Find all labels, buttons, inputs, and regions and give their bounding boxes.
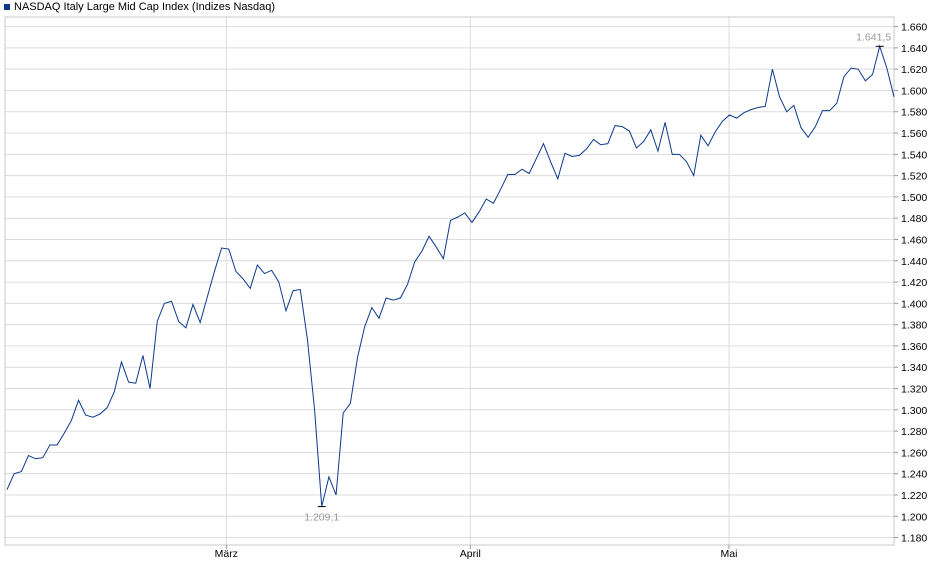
- max-label: 1.641,5: [856, 31, 891, 43]
- y-axis: 1.180 1.200 1.220 1.240 1.260 1.280 1.300 1.320…: [894, 22, 927, 545]
- y-tick-label: 1.440: [901, 256, 927, 268]
- y-tick-label: 1.340: [901, 362, 927, 374]
- y-tick-label: 1.200: [901, 511, 927, 523]
- plot-frame: [4, 16, 895, 546]
- y-tick-label: 1.360: [901, 341, 927, 353]
- y-tick-label: 1.580: [901, 107, 927, 119]
- x-axis: MärzAprilMaiJuniJuli: [215, 545, 738, 560]
- legend-label: NASDAQ Italy Large Mid Cap Index (Indize…: [14, 1, 275, 13]
- y-tick-label: 1.480: [901, 213, 927, 225]
- y-tick-label: 1.620: [901, 64, 927, 76]
- y-tick-label: 1.320: [901, 384, 927, 396]
- y-tick-label: 1.380: [901, 320, 927, 332]
- y-tick-label: 1.520: [901, 171, 927, 183]
- y-tick-label: 1.600: [901, 85, 927, 97]
- y-tick-label: 1.560: [901, 128, 927, 140]
- y-tick-label: 1.660: [901, 22, 927, 34]
- y-tick-label: 1.500: [901, 192, 927, 204]
- legend-swatch: [4, 4, 10, 10]
- grid: [5, 17, 894, 545]
- y-tick-label: 1.300: [901, 405, 927, 417]
- y-tick-label: 1.400: [901, 298, 927, 310]
- min-label: 1.209,1: [304, 512, 339, 524]
- x-tick-label: April: [460, 548, 481, 560]
- y-tick-label: 1.540: [901, 149, 927, 161]
- y-tick-label: 1.240: [901, 469, 927, 481]
- y-tick-label: 1.180: [901, 533, 927, 545]
- x-tick-label: Mai: [721, 548, 738, 560]
- y-tick-label: 1.280: [901, 426, 927, 438]
- y-tick-label: 1.640: [901, 43, 927, 55]
- y-tick-label: 1.220: [901, 490, 927, 502]
- annotations: 1.641,5 1.209,1: [304, 31, 891, 523]
- x-tick-label: März: [215, 548, 238, 560]
- y-tick-label: 1.420: [901, 277, 927, 289]
- series-line: [6, 44, 895, 507]
- y-tick-label: 1.260: [901, 447, 927, 459]
- y-tick-label: 1.460: [901, 234, 927, 246]
